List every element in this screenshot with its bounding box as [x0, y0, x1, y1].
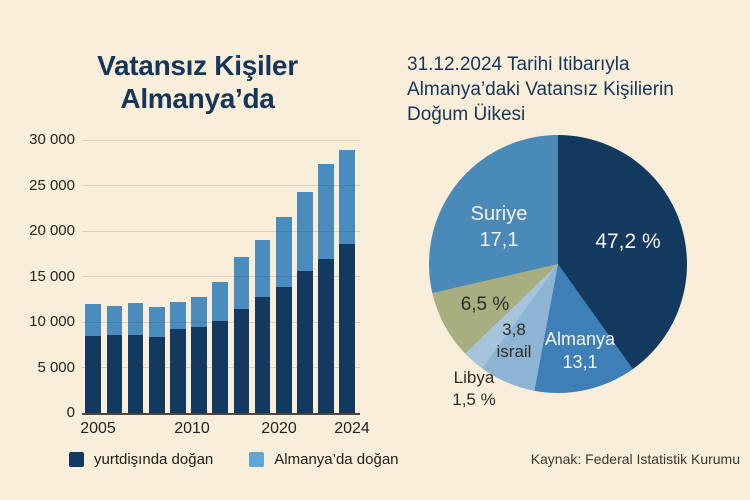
stacked-bar [254, 240, 271, 413]
pie-label-main-percentage: 47,2 % [595, 230, 661, 253]
y-tick-label: 25 000 [29, 176, 75, 194]
right-chart-title: 31.12.2024 Tarihi Itibarıyla Almanya’dak… [407, 53, 674, 125]
bar-chart-plot-area [82, 139, 360, 415]
segment-born-abroad [254, 296, 271, 413]
pie-label-israil-value: 3,8 [502, 320, 526, 339]
segment-born-abroad [85, 335, 101, 413]
segment-born-in-germany [191, 296, 207, 328]
segment-born-abroad [191, 327, 207, 413]
x-tick-label: 2024 [334, 420, 370, 437]
source-credit: Kaynak: Federal Istatistik Kurumu [530, 451, 740, 467]
stacked-bar [106, 305, 123, 413]
pie-label-almanya-value: 13,1 [562, 352, 598, 373]
pie-chart-birth-country: Suriye 17,1 47,2 % 6,5 % 3,8 israil Alma… [429, 135, 687, 409]
y-tick-label: 5 000 [37, 358, 75, 376]
left-chart-title: Vatansız Kişiler Almanya’da [97, 49, 298, 115]
legend-label-born-in-germany: Almanya’da doğan [274, 451, 399, 468]
pie-label-libya-value: 1,5 % [452, 390, 496, 410]
stacked-bar [148, 307, 165, 413]
segment-born-abroad [212, 320, 228, 413]
stacked-bar [127, 303, 144, 413]
segment-born-abroad [297, 271, 313, 413]
pie-label-libya-name: Libya [453, 368, 495, 387]
pie-label-israil: 3,8 israil [474, 319, 554, 363]
legend-swatch-born-in-germany [249, 452, 265, 467]
segment-born-in-germany [297, 191, 313, 272]
x-tick-label: 2020 [261, 420, 297, 437]
pie-label-suriye-value: 17,1 [479, 229, 519, 251]
stacked-bar [318, 164, 334, 413]
stacked-bar [170, 301, 186, 413]
stacked-bar [297, 191, 313, 413]
segment-born-abroad [339, 243, 356, 413]
stacked-bar [85, 303, 101, 413]
x-axis-line [82, 413, 360, 415]
pie-label-almanya: Almanya 13,1 [525, 328, 635, 375]
pie-label-israil-name: israil [496, 342, 532, 362]
y-tick-label: 10 000 [29, 313, 75, 330]
segment-born-in-germany [170, 301, 186, 330]
pie-label-suriye-name: Suriye [470, 203, 528, 225]
segment-born-in-germany [106, 305, 123, 335]
bar-chart-legend: yurtdişında doğan Almanya’da doğan [69, 451, 399, 468]
segment-born-abroad [170, 329, 186, 413]
segment-born-abroad [318, 259, 334, 413]
segment-born-abroad [148, 336, 165, 413]
stacked-bar [191, 296, 207, 413]
segment-born-in-germany [254, 240, 271, 297]
gridline [82, 139, 360, 141]
stacked-bar [275, 217, 292, 413]
segment-born-in-germany [318, 164, 334, 260]
x-tick-label: 2005 [80, 420, 116, 437]
stacked-bar [233, 257, 250, 413]
y-tick-label: 0 [66, 404, 75, 421]
y-tick-label: 15 000 [29, 267, 75, 285]
stacked-bar [339, 149, 356, 413]
segment-born-in-germany [233, 257, 250, 310]
segment-born-in-germany [339, 149, 356, 244]
segment-born-in-germany [148, 307, 165, 337]
legend-swatch-born-abroad [69, 452, 84, 467]
pie-label-almanya-name: Almanya [544, 329, 616, 349]
stacked-bar [212, 282, 228, 413]
segment-born-in-germany [275, 217, 292, 287]
segment-born-in-germany [212, 282, 228, 321]
legend-label-born-abroad: yurtdişında doğan [94, 451, 214, 468]
segment-born-abroad [106, 334, 123, 413]
pie-label-olive-percentage: 6,5 % [460, 294, 510, 315]
segment-born-abroad [275, 286, 292, 413]
segment-born-in-germany [127, 303, 144, 336]
pie-label-suriye: Suriye 17,1 [439, 201, 559, 253]
pie-label-libya: Libya 1,5 % [429, 367, 519, 411]
y-tick-label: 20 000 [29, 222, 75, 239]
segment-born-abroad [127, 335, 144, 413]
segment-born-abroad [233, 309, 250, 413]
y-tick-label: 30 000 [29, 131, 75, 148]
segment-born-in-germany [85, 303, 101, 336]
x-tick-label: 2010 [174, 420, 210, 437]
